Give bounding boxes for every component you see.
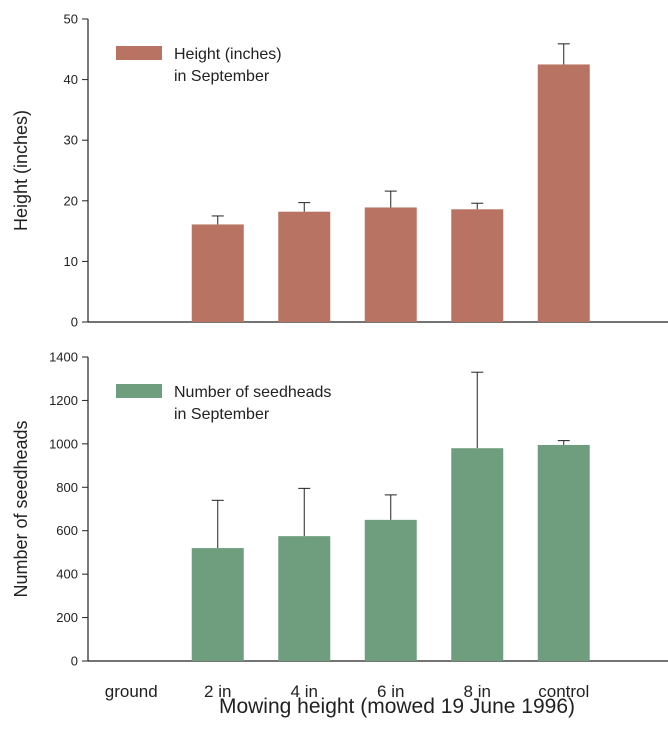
x-category-label: 8 in xyxy=(464,682,491,701)
seedheads-y-tick-label: 400 xyxy=(56,567,78,582)
seedheads-legend-swatch xyxy=(116,384,162,398)
seedheads-y-tick-label: 600 xyxy=(56,523,78,538)
height-y-tick-label: 0 xyxy=(71,315,78,330)
height-y-tick-label: 20 xyxy=(64,193,78,208)
seedheads-bar-4-in xyxy=(278,536,331,661)
x-axis-title: Mowing height (mowed 19 June 1996) xyxy=(219,695,575,718)
seedheads-y-tick-label: 200 xyxy=(56,610,78,625)
height-y-tick-label: 30 xyxy=(64,133,78,148)
seedheads-bar-control xyxy=(537,444,590,661)
height-y-tick-label: 10 xyxy=(64,254,78,269)
height-legend-swatch xyxy=(116,46,162,60)
height-legend-text: in September xyxy=(174,68,270,85)
seedheads-y-axis-title: Number of seedheads xyxy=(11,420,31,597)
seedheads-y-tick-label: 1200 xyxy=(49,393,78,408)
seedheads-y-tick-label: 1000 xyxy=(49,436,78,451)
seedheads-bar-2-in xyxy=(191,548,244,661)
x-category-label: control xyxy=(538,682,589,701)
seedheads-y-tick-label: 1400 xyxy=(49,350,78,365)
height-legend-text: Height (inches) xyxy=(174,46,282,63)
height-legend: Height (inches) in September xyxy=(116,46,282,85)
seedheads-legend-text: in September xyxy=(174,406,270,423)
height-y-axis-title: Height (inches) xyxy=(11,110,31,231)
x-category-label: 2 in xyxy=(204,682,231,701)
height-bar-8-in xyxy=(451,209,504,322)
seedheads-panel: 0 200 400 600 800 1000 1200 1400 Number of seedh… xyxy=(11,350,668,669)
height-bar-2-in xyxy=(191,224,244,322)
x-axis-category-labels: ground 2 in 4 in 6 in 8 in control xyxy=(105,682,589,701)
height-bar-4-in xyxy=(278,211,331,322)
height-y-tick-label: 40 xyxy=(64,72,78,87)
x-category-label: 6 in xyxy=(377,682,404,701)
seedheads-y-tick-label: 800 xyxy=(56,480,78,495)
seedheads-y-tick-label: 0 xyxy=(71,654,78,669)
seedheads-bar-6-in xyxy=(364,519,417,661)
x-category-label: ground xyxy=(105,682,158,701)
height-y-tick-label: 50 xyxy=(64,12,78,27)
height-bar-6-in xyxy=(364,207,417,322)
seedheads-bar-8-in xyxy=(451,448,504,661)
seedheads-legend: Number of seedheads in September xyxy=(116,384,331,423)
seedheads-legend-text: Number of seedheads xyxy=(174,384,331,401)
height-bar-control xyxy=(537,64,590,322)
x-category-label: 4 in xyxy=(291,682,318,701)
